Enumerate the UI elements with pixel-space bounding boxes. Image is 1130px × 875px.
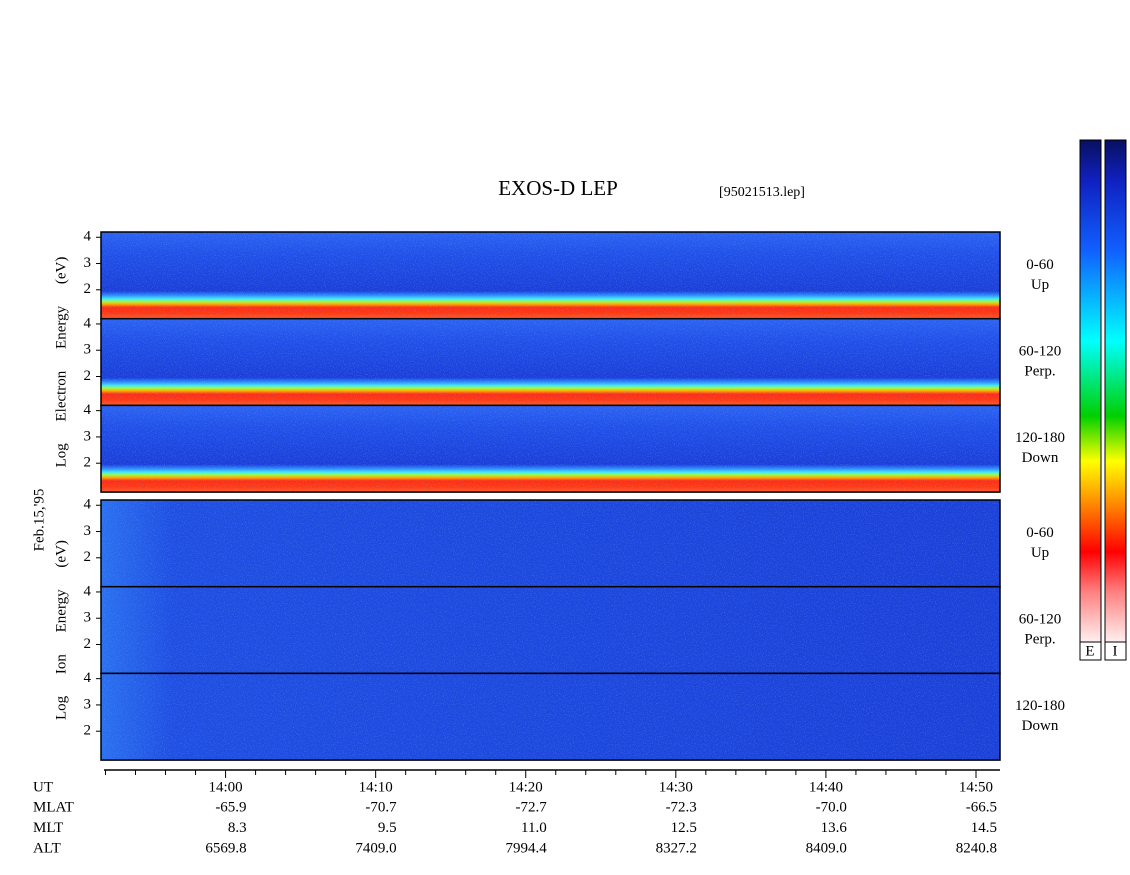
- colorbar-box: [1104, 641, 1127, 661]
- y-tick-label: 2: [84, 281, 92, 297]
- panel-label: Down: [1022, 450, 1059, 466]
- date-label: Feb.15,'95: [31, 489, 47, 552]
- y-tick-label: 2: [84, 549, 92, 565]
- ut-label: UT: [33, 779, 53, 795]
- y-tick-label: 3: [84, 428, 92, 444]
- colorbars: E I: [1079, 139, 1127, 661]
- ephemeris-name: MLAT: [33, 799, 74, 815]
- ephemeris-value: 7994.4: [505, 840, 547, 856]
- y-tick-label: 3: [84, 342, 92, 358]
- y-tick-label: 2: [84, 636, 92, 652]
- x-tick-label: 14:30: [659, 779, 693, 795]
- colorbar-box: [1079, 641, 1102, 661]
- spectrogram-noise: [101, 673, 1000, 761]
- y-tick-label: 2: [84, 723, 92, 739]
- panel-label: 0-60: [1026, 257, 1054, 273]
- ephemeris-value: -66.5: [966, 799, 997, 815]
- ephemeris-value: 14.5: [971, 820, 997, 836]
- panel-label: 120-180: [1015, 698, 1065, 714]
- panel-label: 0-60: [1026, 525, 1054, 541]
- y-tick-label: 2: [84, 368, 92, 384]
- ephemeris-value: -65.9: [215, 799, 246, 815]
- ephemeris-value: -72.3: [666, 799, 697, 815]
- ephemeris-value: 8327.2: [656, 840, 697, 856]
- ephemeris-value: 8240.8: [956, 840, 997, 856]
- y-axis-label: Log Ion Energy (eV): [53, 540, 69, 720]
- ephemeris-value: 6569.8: [205, 840, 246, 856]
- x-tick-label: 14:20: [509, 779, 543, 795]
- ephemeris-name: MLT: [33, 820, 63, 836]
- panel-label: Up: [1031, 277, 1049, 293]
- spectrogram-noise: [101, 586, 1000, 674]
- ephemeris-value: 8.3: [228, 820, 247, 836]
- ephemeris-value: 13.6: [821, 820, 848, 836]
- panel-label: Down: [1022, 718, 1059, 734]
- y-tick-label: 4: [84, 497, 92, 513]
- ephemeris-value: -72.7: [515, 799, 547, 815]
- ephemeris-value: 8409.0: [806, 840, 847, 856]
- ephemeris-value: -70.7: [365, 799, 397, 815]
- spectrogram-noise: [101, 500, 1000, 587]
- y-tick-label: 3: [84, 696, 92, 712]
- y-tick-label: 4: [84, 402, 92, 418]
- y-tick-label: 4: [84, 229, 92, 245]
- panel-label: Up: [1031, 545, 1049, 561]
- spectrogram-noise: [101, 405, 1000, 493]
- y-tick-label: 4: [84, 315, 92, 331]
- ephemeris-value: 7409.0: [355, 840, 396, 856]
- panel-label: Perp.: [1024, 363, 1055, 379]
- ephemeris-value: 11.0: [521, 820, 547, 836]
- panel-label: 60-120: [1019, 343, 1062, 359]
- x-tick-label: 14:10: [359, 779, 393, 795]
- x-tick-label: 14:00: [208, 779, 242, 795]
- ephemeris-name: ALT: [33, 840, 61, 856]
- spectrogram-noise: [101, 318, 1000, 406]
- y-tick-label: 3: [84, 610, 92, 626]
- y-tick-label: 3: [84, 523, 92, 539]
- panel-label: 60-120: [1019, 611, 1062, 627]
- panel-label: Perp.: [1024, 631, 1055, 647]
- spectrogram-noise: [101, 232, 1000, 319]
- y-axis-label: Log Electron Energy (eV): [53, 257, 69, 468]
- x-tick-label: 14:40: [809, 779, 843, 795]
- colorbar-label: I: [1113, 643, 1118, 659]
- panel-label: 120-180: [1015, 430, 1065, 446]
- y-tick-label: 4: [84, 670, 92, 686]
- chart-title: EXOS-D LEP: [498, 176, 618, 200]
- ephemeris-value: 9.5: [378, 820, 397, 836]
- x-tick-label: 14:50: [959, 779, 993, 795]
- y-tick-label: 4: [84, 583, 92, 599]
- ephemeris-value: 12.5: [671, 820, 697, 836]
- colorbar-label: E: [1085, 643, 1094, 659]
- y-tick-label: 2: [84, 455, 92, 471]
- ephemeris-value: -70.0: [816, 799, 847, 815]
- colorbar: [1079, 139, 1102, 643]
- panel-frame: [100, 672, 1001, 761]
- panel-frame: [100, 404, 1001, 493]
- y-tick-label: 3: [84, 255, 92, 271]
- file-label: [95021513.lep]: [719, 185, 805, 200]
- colorbar: [1104, 139, 1127, 643]
